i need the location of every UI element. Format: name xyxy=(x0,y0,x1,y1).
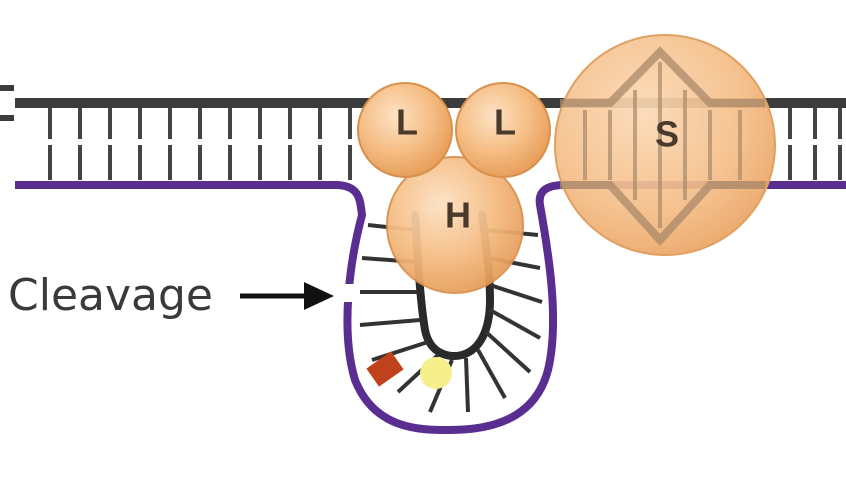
cleavage-label: Cleavage xyxy=(8,270,213,321)
subunit-l-right: L xyxy=(455,82,551,178)
subunit-l-right-label: L xyxy=(494,102,516,143)
cleavage-site-gap xyxy=(340,284,360,302)
subunit-s-label: S xyxy=(655,114,679,155)
subunit-h-label: H xyxy=(445,195,471,236)
subunit-h: H xyxy=(386,156,524,294)
cleavage-arrow xyxy=(240,282,334,310)
subunit-s: S xyxy=(554,34,776,256)
subunit-l-left-label: L xyxy=(396,102,418,143)
yellow-lesion-mark xyxy=(420,357,452,389)
subunit-l-left: L xyxy=(357,82,453,178)
bottom-dna-strand xyxy=(15,181,846,434)
red-lesion-mark xyxy=(366,351,404,387)
